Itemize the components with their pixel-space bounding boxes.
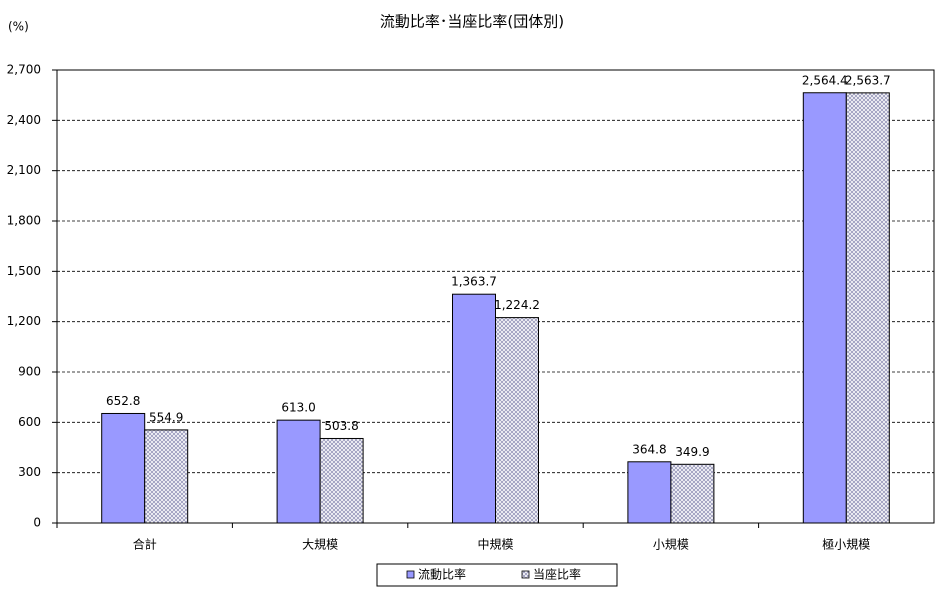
x-tick-label: 中規模: [477, 537, 513, 552]
value-label: 364.8: [632, 442, 666, 456]
y-tick-label: 2,100: [7, 163, 41, 177]
y-tick-label: 300: [18, 465, 41, 479]
legend-swatch: [521, 570, 530, 579]
y-tick-label: 2,400: [7, 113, 41, 127]
y-tick-label: 1,200: [7, 314, 41, 328]
bar: [495, 317, 539, 524]
bar: [319, 437, 364, 524]
value-label: 1,363.7: [451, 275, 497, 289]
value-label: 652.8: [106, 394, 140, 408]
legend-label: 当座比率: [533, 567, 581, 582]
value-label: 2,564.4: [802, 73, 848, 87]
legend-swatch: [406, 570, 415, 579]
y-tick-label: 1,500: [7, 264, 41, 278]
value-label: 613.0: [281, 401, 315, 415]
x-tick-label: 極小規模: [822, 537, 870, 552]
x-tick-label: 大規模: [302, 537, 338, 552]
bar: [101, 412, 146, 524]
bar: [627, 461, 672, 524]
legend-label: 流動比率: [418, 567, 466, 582]
bar: [276, 419, 321, 524]
y-tick-label: 2,700: [7, 63, 41, 77]
value-label: 503.8: [324, 419, 358, 433]
bar: [845, 92, 890, 524]
bar: [452, 293, 496, 524]
bar: [802, 92, 847, 524]
value-label: 554.9: [149, 410, 183, 424]
y-tick-label: 1,800: [7, 214, 41, 228]
value-label: 1,224.2: [494, 298, 540, 312]
y-tick-label: 0: [33, 516, 41, 530]
value-label: 2,563.7: [845, 73, 891, 87]
y-tick-label: 900: [18, 365, 41, 379]
y-unit: (%): [8, 20, 29, 34]
value-label: 349.9: [675, 445, 709, 459]
bar: [144, 429, 189, 524]
bar: [670, 463, 715, 524]
x-tick-label: 合計: [133, 537, 157, 552]
x-tick-label: 小規模: [653, 537, 689, 552]
y-tick-label: 600: [18, 415, 41, 429]
legend-box: [376, 563, 618, 587]
chart-title: 流動比率･当座比率(団体別): [380, 13, 564, 31]
